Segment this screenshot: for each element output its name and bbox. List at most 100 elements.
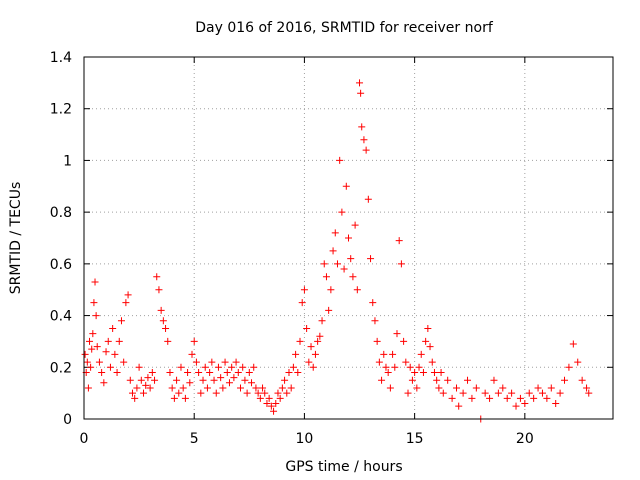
data-point [179, 384, 187, 392]
data-point [561, 376, 569, 384]
data-point [261, 389, 269, 397]
data-point [199, 376, 207, 384]
data-point [126, 376, 134, 384]
data-point [574, 358, 582, 366]
data-point [219, 384, 227, 392]
data-point [419, 368, 427, 376]
data-point [481, 389, 489, 397]
data-point [444, 376, 452, 384]
data-point [486, 394, 494, 402]
data-point [186, 379, 194, 387]
plot-frame [83, 56, 614, 420]
data-point [455, 402, 463, 410]
data-point [81, 350, 89, 358]
data-point [300, 286, 308, 294]
data-point [93, 343, 101, 351]
tick-layer [83, 56, 613, 420]
data-point [325, 306, 333, 314]
x-tick-label: 15 [406, 431, 424, 447]
data-point [322, 273, 330, 281]
data-point [146, 384, 154, 392]
data-point [274, 389, 282, 397]
data-point [239, 363, 247, 371]
data-point [102, 348, 110, 356]
data-point [424, 325, 432, 332]
data-point [276, 394, 284, 402]
data-point [109, 325, 117, 332]
data-point [223, 368, 231, 376]
data-point [175, 389, 183, 397]
data-point [177, 363, 185, 371]
grid-layer [84, 57, 613, 419]
data-point [369, 299, 377, 307]
data-point [263, 399, 271, 407]
data-point [83, 358, 91, 366]
data-point [538, 389, 546, 397]
data-point [333, 260, 341, 268]
data-point [327, 286, 335, 294]
data-point [303, 325, 311, 332]
data-point [448, 394, 456, 402]
data-point [552, 399, 560, 407]
tick-label-layer: 0 5 10 15 20 0 0.2 0.4 0.6 0.8 1 1.2 1.4 [50, 50, 534, 447]
x-axis-label: GPS time / hours [285, 459, 402, 475]
data-point [86, 337, 94, 345]
data-point [188, 350, 196, 358]
data-point [512, 402, 520, 410]
data-point [113, 368, 121, 376]
points-layer [81, 79, 593, 423]
x-tick-label: 0 [80, 431, 89, 447]
chart-title: Day 016 of 2016, SRMTID for receiver nor… [195, 20, 494, 36]
data-point [281, 376, 289, 384]
x-tick-label: 20 [516, 431, 534, 447]
data-point [389, 350, 397, 358]
data-point [278, 384, 286, 392]
data-point [439, 389, 447, 397]
data-point [203, 384, 211, 392]
data-point [95, 358, 103, 366]
data-point [585, 389, 593, 397]
data-point [128, 389, 136, 397]
data-point [89, 330, 97, 338]
data-point [516, 394, 524, 402]
data-point [351, 221, 359, 229]
data-point [347, 255, 355, 263]
data-point [201, 363, 209, 371]
data-point [428, 358, 436, 366]
data-point [430, 368, 438, 376]
data-point [250, 363, 258, 371]
y-tick-label: 0.8 [50, 205, 72, 221]
data-point [360, 136, 368, 144]
data-point [91, 278, 99, 286]
data-point [115, 337, 123, 345]
data-point [195, 368, 203, 376]
data-point [144, 374, 152, 382]
data-point [413, 384, 421, 392]
data-point [225, 379, 233, 387]
data-point [320, 260, 328, 268]
data-point [245, 368, 253, 376]
data-point [265, 394, 273, 402]
data-point [270, 407, 278, 415]
data-point [406, 363, 414, 371]
data-point [382, 363, 390, 371]
data-point [104, 337, 112, 345]
data-point [166, 368, 174, 376]
data-point [254, 389, 262, 397]
data-point [494, 389, 502, 397]
data-point [318, 317, 326, 325]
data-point [411, 368, 419, 376]
y-tick-label: 0 [63, 412, 72, 428]
data-point [453, 384, 461, 392]
data-point [294, 368, 302, 376]
data-point [133, 384, 141, 392]
data-point [236, 384, 244, 392]
data-point [151, 376, 159, 384]
data-point [131, 394, 139, 402]
y-tick-label: 1 [63, 153, 72, 169]
data-point [371, 317, 379, 325]
data-point [117, 317, 125, 325]
data-point [88, 345, 96, 353]
data-point [92, 312, 100, 320]
